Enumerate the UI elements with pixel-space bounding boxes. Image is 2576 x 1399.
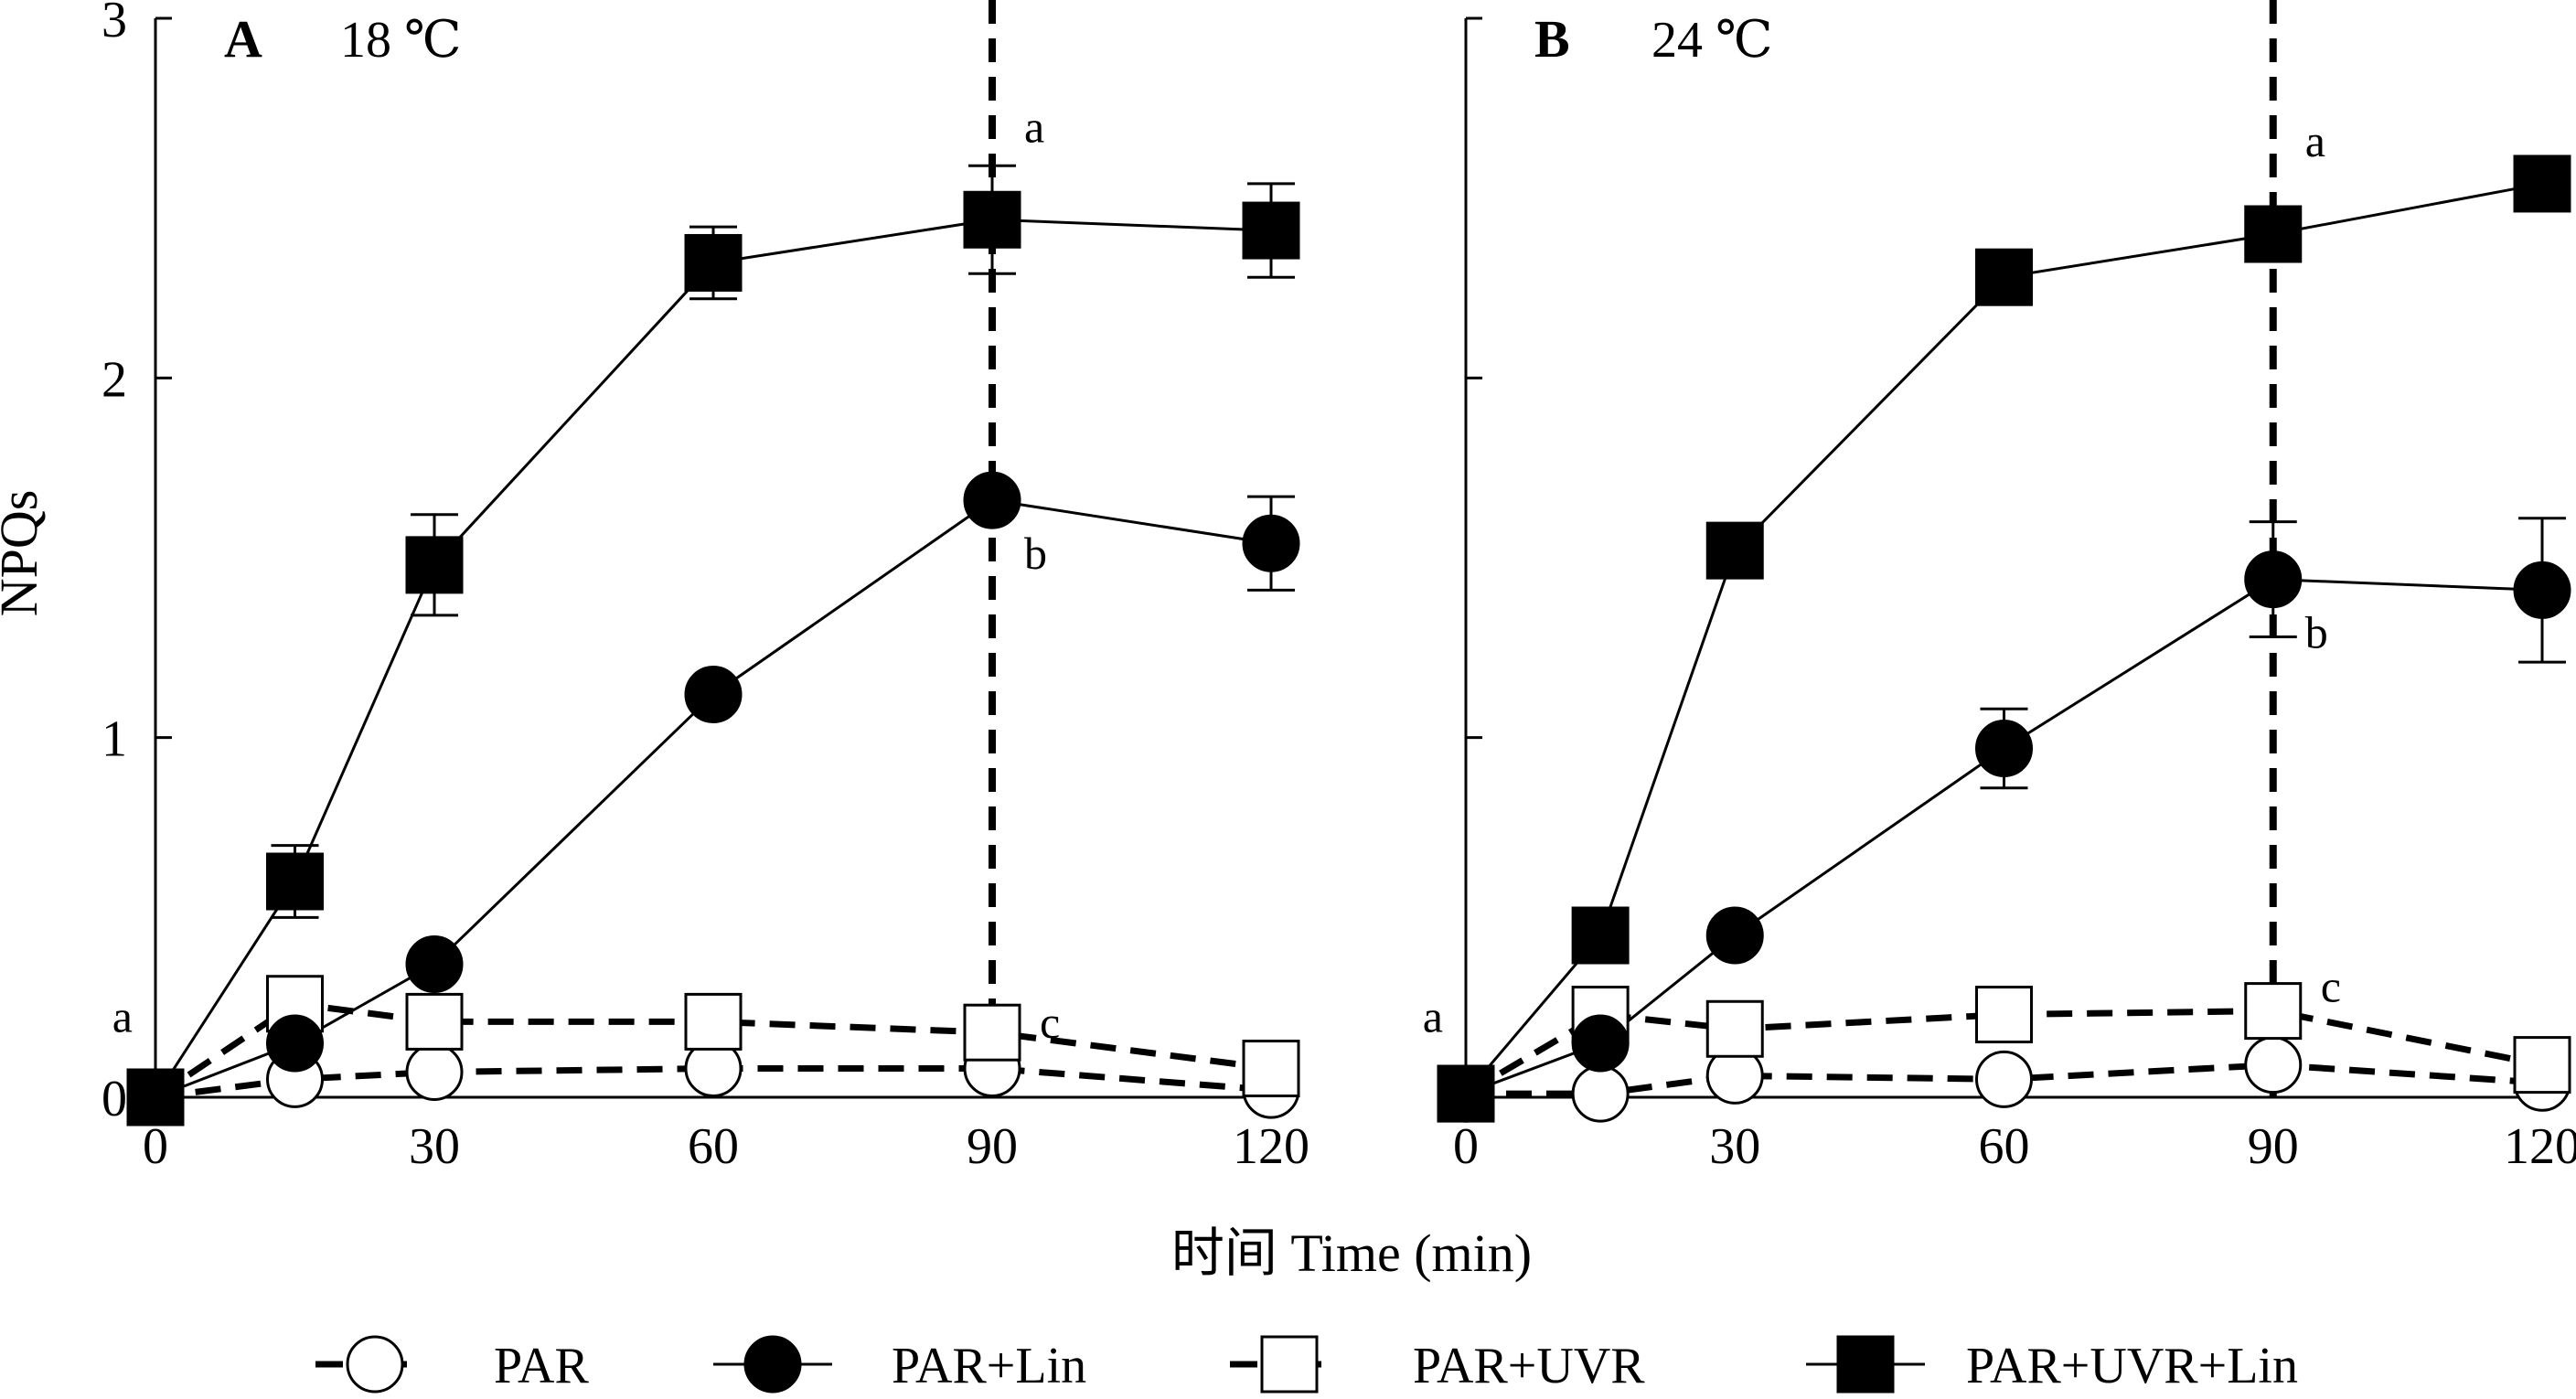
data-point-par-uvr [405, 992, 464, 1051]
data-point-par-lin [1242, 514, 1300, 572]
data-point-par-uvr-lin [963, 190, 1021, 249]
x-tick-label: 60 [1979, 1118, 2030, 1175]
data-point-par-lin [963, 471, 1021, 529]
significance-label: a [2305, 115, 2325, 166]
legend-item-par-uvr: PAR+UVR [1230, 1335, 1645, 1394]
legend-marker [346, 1335, 404, 1394]
data-point-par-uvr-lin [126, 1068, 185, 1127]
data-point-par-uvr [684, 992, 743, 1051]
legend-marker [743, 1335, 802, 1394]
data-point-par-lin [1571, 1014, 1630, 1073]
x-tick-label: 30 [409, 1118, 460, 1175]
data-point-par-lin [405, 934, 464, 993]
legend-item-par-lin: PAR+Lin [713, 1335, 1086, 1394]
data-point-par-lin [2244, 550, 2303, 609]
data-point-par-uvr-lin [266, 852, 324, 911]
legend-item-par: PAR [315, 1335, 589, 1394]
legend-marker [1836, 1335, 1895, 1394]
data-point-par-uvr [1242, 1040, 1300, 1098]
panel-temp-b: 24 ℃ [1651, 12, 1773, 69]
panel-letter-b: B [1534, 9, 1570, 69]
data-point-par-uvr-lin [1437, 1064, 1495, 1123]
panel-b: 0 30 60 90 120 B 24 ℃ a a b c [1423, 0, 2576, 1175]
legend: PAR PAR+Lin PAR+UVR PAR+UVR+Lin [315, 1335, 2298, 1394]
data-point-par-lin [684, 665, 743, 723]
data-point-par [2244, 1036, 2303, 1095]
y-axis-title: NPQs [0, 490, 48, 617]
data-point-par-lin [266, 1014, 324, 1073]
series-line-par-uvr-lin-a [154, 218, 1272, 1098]
x-tick-label: 0 [143, 1118, 168, 1175]
data-point-par [1975, 1050, 2033, 1108]
significance-label: b [2305, 607, 2328, 658]
data-point-par-uvr [1975, 986, 2033, 1044]
data-point-par-uvr-lin [1242, 201, 1300, 260]
x-axis-title: 时间 Time (min) [1171, 1223, 1532, 1283]
x-tick-label: 90 [967, 1118, 1018, 1175]
y-tick-label: 2 [102, 351, 127, 408]
x-tick-label: 120 [2504, 1118, 2576, 1175]
data-point-par-uvr-lin [684, 233, 743, 292]
x-tick-label: 0 [1453, 1118, 1479, 1175]
data-point-par-lin [2513, 561, 2571, 619]
data-point-par-uvr-lin [2244, 205, 2303, 263]
data-point-par-uvr [2244, 982, 2303, 1041]
significance-label: a [1423, 990, 1443, 1041]
legend-label: PAR+UVR+Lin [1966, 1338, 2298, 1394]
data-point-par [405, 1042, 464, 1101]
y-tick-label: 0 [102, 1071, 127, 1127]
data-point-par-uvr [963, 1003, 1021, 1062]
x-tick-label: 120 [1233, 1118, 1309, 1175]
data-point-par-lin [1705, 906, 1764, 965]
legend-label: PAR [494, 1338, 589, 1394]
data-point-par-uvr-lin [405, 536, 464, 594]
legend-label: PAR+UVR [1413, 1338, 1645, 1394]
data-point-par-uvr-lin [1705, 521, 1764, 580]
data-point-par-uvr-lin [2513, 155, 2571, 213]
data-point-par [1571, 1064, 1630, 1123]
data-point-par-uvr-lin [1571, 906, 1630, 965]
data-point-par-uvr [2513, 1036, 2571, 1095]
significance-label: b [1024, 528, 1047, 579]
x-tick-label: 30 [1709, 1118, 1760, 1175]
y-tick-label: 1 [102, 711, 127, 768]
x-tick-label: 60 [688, 1118, 739, 1175]
significance-label: a [112, 990, 133, 1041]
data-point-par-uvr [1705, 999, 1764, 1058]
x-tick-label: 90 [2248, 1118, 2299, 1175]
significance-label: a [1024, 101, 1044, 152]
legend-label: PAR+Lin [892, 1338, 1086, 1394]
data-point-par-lin [1975, 719, 2033, 777]
series-line-par-a [155, 1065, 1272, 1101]
legend-marker [1260, 1335, 1319, 1394]
significance-label: c [2321, 961, 2341, 1012]
panel-letter-a: A [224, 9, 262, 69]
legend-item-par-uvr-lin: PAR+UVR+Lin [1806, 1335, 2298, 1394]
panel-temp-a: 18 ℃ [340, 12, 462, 69]
significance-label: c [1040, 997, 1060, 1048]
data-point-par-uvr-lin [1975, 248, 2033, 306]
series-line-par-b [1466, 1062, 2543, 1097]
y-tick-label: 3 [102, 0, 127, 48]
